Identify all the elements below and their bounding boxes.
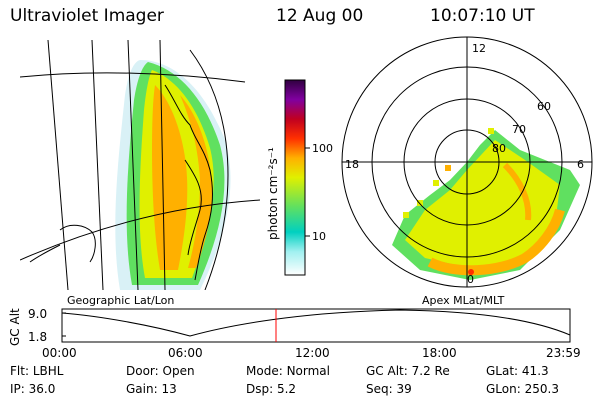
mlt-label-0: 0 [467, 273, 474, 286]
alt-x-tick-1200: 12:00 [295, 346, 330, 360]
geo-panel-label: Geographic Lat/Lon [67, 294, 174, 307]
alt-y-label: GC Alt [8, 308, 22, 346]
info-gc-alt: GC Alt: 7.2 Re [366, 364, 450, 378]
mlt-label-12: 12 [472, 42, 486, 55]
info-dsp: Dsp: 5.2 [246, 382, 297, 396]
lat-label-80: 80 [492, 142, 506, 155]
alt-y-tick-low: 1.8 [28, 330, 47, 344]
alt-x-tick-2359: 23:59 [546, 346, 581, 360]
geo-map [20, 40, 260, 290]
alt-x-tick-0600: 06:00 [168, 346, 203, 360]
info-gain: Gain: 13 [126, 382, 177, 396]
colorbar-tick-10: 10 [312, 230, 326, 243]
polar-map: 12 18 6 0 60 70 80 [341, 36, 593, 288]
mlt-label-6: 6 [577, 158, 584, 171]
altitude-plot: 9.0 1.8 GC Alt 00:00 06:00 12:00 18:00 2… [8, 307, 581, 360]
info-flt: Flt: LBHL [10, 364, 64, 378]
mlt-label-18: 18 [345, 158, 359, 171]
colorbar-unit-label: photon cm⁻²s⁻¹ [266, 147, 280, 240]
info-ip: IP: 36.0 [10, 382, 56, 396]
info-glon: GLon: 250.3 [486, 382, 559, 396]
polar-panel-label: Apex MLat/MLT [422, 294, 505, 307]
info-mode: Mode: Normal [246, 364, 330, 378]
colorbar-tick-100: 100 [312, 142, 333, 155]
alt-x-tick-1800: 18:00 [422, 346, 457, 360]
lat-label-70: 70 [512, 123, 526, 136]
time-label: 10:07:10 UT [430, 6, 535, 26]
alt-x-tick-0000: 00:00 [42, 346, 77, 360]
colorbar: 100 10 photon cm⁻²s⁻¹ [266, 79, 333, 276]
instrument-title: Ultraviolet Imager [10, 6, 164, 26]
info-seq: Seq: 39 [366, 382, 412, 396]
date-label: 12 Aug 00 [276, 6, 364, 26]
lat-label-60: 60 [537, 100, 551, 113]
alt-y-tick-high: 9.0 [28, 307, 47, 321]
info-door: Door: Open [126, 364, 195, 378]
info-glat: GLat: 41.3 [486, 364, 549, 378]
